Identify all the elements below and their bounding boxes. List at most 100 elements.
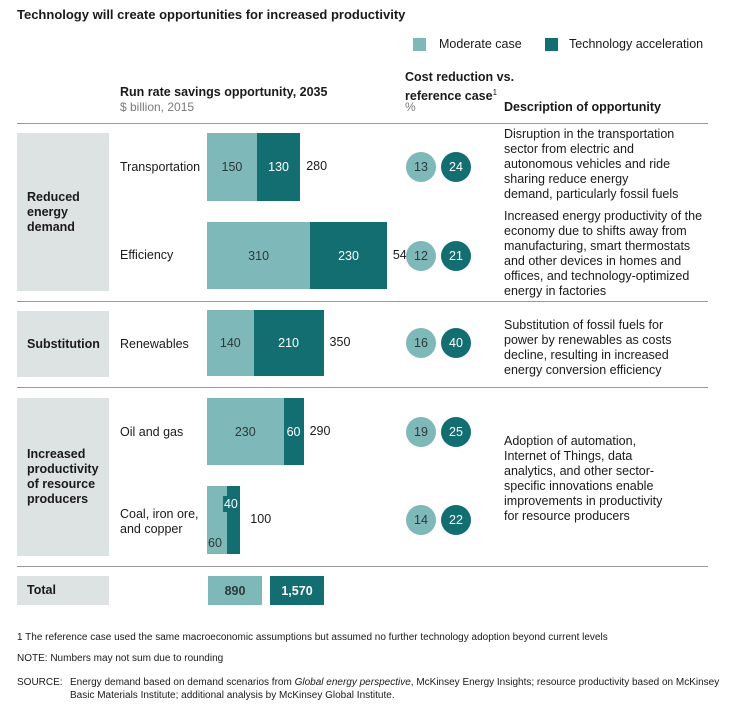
- cost-circle-moderate-renewables: 16: [406, 328, 436, 358]
- legend-swatch-moderate: [413, 38, 426, 51]
- divider-top: [17, 123, 708, 124]
- note: NOTE: Numbers may not sum due to roundin…: [17, 653, 224, 664]
- chart-title: Technology will create opportunities for…: [17, 7, 406, 22]
- description-line: Disruption in the transportation: [504, 127, 675, 141]
- savings-unit: $ billion, 2015: [120, 100, 195, 114]
- group-reduced-energy-demand: Reduced energy demand: [17, 133, 109, 291]
- source-line-2: Basic Materials Institute; additional an…: [70, 689, 395, 701]
- row-label-line: Efficiency: [120, 248, 174, 262]
- row-label-line: Coal, iron ore,: [120, 507, 199, 521]
- description-line: energy in factories: [504, 284, 607, 298]
- bar-moderate-oil-and-gas: 230: [207, 398, 284, 465]
- row-label-efficiency: Efficiency: [120, 248, 173, 263]
- bar-total-oil-and-gas: 290: [309, 423, 331, 438]
- cost-circle-acceleration-oil-and-gas: 25: [441, 416, 471, 447]
- row-label-renewables: Renewables: [120, 337, 189, 352]
- bar-total-renewables: 350: [329, 335, 351, 349]
- description-line: energy conversion efficiency: [504, 363, 662, 377]
- description-line: for resource producers: [504, 509, 630, 523]
- source-italic: Global energy perspective: [294, 677, 411, 688]
- description-transportation: Disruption in the transportation sector …: [504, 127, 714, 202]
- group-label: Substitution: [27, 337, 100, 352]
- cost-header-line2: reference case1: [405, 85, 497, 104]
- row-label-line: Transportation: [120, 160, 201, 174]
- bar-total-coal-iron-ore-copper: 100: [250, 512, 272, 526]
- group-label-line: Substitution: [27, 336, 100, 351]
- cost-circle-moderate-oil-and-gas: 19: [406, 416, 436, 447]
- description-line: sharing reduce energy: [504, 172, 629, 186]
- group-label-line: of resource: [27, 477, 96, 491]
- row-label-transportation: Transportation: [120, 160, 200, 175]
- cost-circle-moderate-transportation: 13: [406, 152, 436, 182]
- description-line: improvements in productivity: [504, 494, 663, 508]
- savings-header: Run rate savings opportunity, 2035: [120, 85, 328, 99]
- row-label-line: Oil and gas: [120, 425, 184, 439]
- cost-unit: %: [405, 100, 416, 114]
- description-line: manufacturing, smart thermostats: [504, 239, 691, 253]
- divider-3: [17, 566, 708, 567]
- cost-circle-acceleration-renewables: 40: [441, 328, 471, 358]
- group-substitution: Substitution: [17, 311, 109, 377]
- cost-header-text: reference case: [405, 89, 493, 104]
- footnote: 1 The reference case used the same macro…: [17, 632, 608, 643]
- source-part: , McKinsey Energy Insights; resource pro…: [410, 677, 720, 688]
- cost-header-sup: 1: [492, 88, 498, 97]
- group-label-line: productivity: [27, 462, 99, 476]
- total-moderate: 890: [208, 576, 262, 605]
- group-label-line: Increased: [27, 447, 86, 461]
- bar-acceleration-transportation: 130: [256, 133, 301, 201]
- total-acceleration: 1,570: [270, 576, 324, 605]
- row-label-line: and copper: [120, 522, 183, 536]
- group-label-line: Reduced: [27, 189, 80, 204]
- description-renewables: Substitution of fossil fuels for power b…: [504, 318, 714, 378]
- source-part: Energy demand based on demand scenarios …: [70, 677, 295, 688]
- legend-label-acceleration: Technology acceleration: [569, 37, 704, 51]
- description-line: Increased energy productivity of the: [504, 209, 703, 223]
- description-header: Description of opportunity: [504, 100, 661, 114]
- bar-moderate-renewables: 140: [207, 310, 254, 376]
- description-efficiency: Increased energy productivity of the eco…: [504, 209, 714, 299]
- description-line: economy due to shifts away from: [504, 224, 687, 238]
- group-label: Reduced energy demand: [27, 190, 80, 235]
- cost-circle-moderate-efficiency: 12: [406, 240, 436, 271]
- bar-moderate-transportation: 150: [207, 133, 257, 201]
- group-label: Increased productivity of resource producer…: [27, 447, 99, 507]
- divider-2: [17, 387, 708, 388]
- description-line: Adoption of automation,: [504, 434, 637, 448]
- description-line: Internet of Things, data: [504, 449, 633, 463]
- row-label-coal-iron-ore-copper: Coal, iron ore, and copper: [120, 507, 199, 537]
- description-line: sector from electric and: [504, 142, 634, 156]
- bar-moderate-efficiency: 310: [207, 222, 311, 289]
- bar-total-transportation: 280: [306, 159, 328, 173]
- bar-value-moderate-coal-iron-ore-copper: 60: [207, 535, 223, 551]
- group-label-line: producers: [27, 492, 89, 506]
- cost-circle-moderate-coal-iron-ore-copper: 14: [406, 505, 436, 535]
- description-line: demand, particularly fossil fuels: [504, 187, 679, 201]
- description-line: and other devices in homes and: [504, 254, 682, 268]
- source-label: SOURCE:: [17, 677, 63, 688]
- total-label-box: Total: [17, 576, 109, 605]
- bar-acceleration-efficiency: 230: [310, 222, 387, 289]
- description-line: specific innovations enable: [504, 479, 654, 493]
- cost-circle-acceleration-transportation: 24: [441, 152, 471, 182]
- divider-1: [17, 301, 708, 302]
- row-label-oil-and-gas: Oil and gas: [120, 425, 183, 440]
- description-resource-producers: Adoption of automation, Internet of Thin…: [504, 434, 714, 524]
- source-text: Energy demand based on demand scenarios …: [70, 677, 719, 702]
- group-increased-productivity: Increased productivity of resource producer…: [17, 398, 109, 556]
- bar-acceleration-oil-and-gas: 60: [283, 398, 304, 465]
- description-line: power by renewables as costs: [504, 333, 672, 347]
- legend-swatch-acceleration: [545, 38, 558, 51]
- description-line: decline, resulting in increased: [504, 348, 669, 362]
- group-label-line: energy: [27, 204, 68, 219]
- source-line-1: Energy demand based on demand scenarios …: [70, 677, 719, 690]
- description-line: autonomous vehicles and ride: [504, 157, 671, 171]
- description-line: analytics, and other sector-: [504, 464, 655, 478]
- bar-value-acceleration-coal-iron-ore-copper: 40: [222, 496, 239, 512]
- group-label-line: demand: [27, 219, 75, 234]
- total-label: Total: [27, 583, 56, 597]
- cost-circle-acceleration-efficiency: 21: [441, 240, 471, 271]
- bar-acceleration-renewables: 210: [253, 310, 324, 376]
- legend-label-moderate: Moderate case: [439, 37, 522, 51]
- description-line: offices, and technology-optimized: [504, 269, 690, 283]
